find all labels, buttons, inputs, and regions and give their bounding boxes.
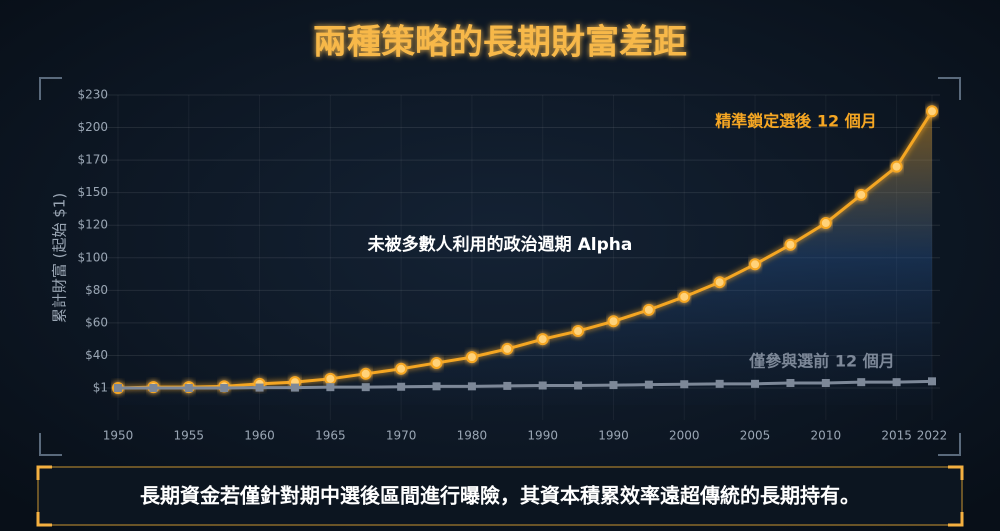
point [536,333,549,346]
point [855,188,868,201]
y-tick-label: $150 [77,185,108,199]
frame-corners [39,77,961,456]
point [751,379,760,388]
point [290,383,299,392]
point [255,383,264,392]
point [465,351,478,364]
x-tick-label: 1955 [174,429,205,443]
y-tick-label: $1 [93,381,108,395]
x-tick-label: 1980 [457,429,488,443]
point [892,378,901,387]
y-tick-label: $60 [85,315,108,329]
point [890,160,903,173]
point [149,384,158,392]
caption-box [37,466,963,526]
x-tick-label: 1990 [527,429,558,443]
point [326,383,335,392]
point [644,380,653,389]
point [503,381,512,390]
point [857,378,866,387]
x-tick-label: 1990 [598,429,629,443]
point [324,372,337,385]
point [574,381,583,390]
point [784,238,797,251]
point [713,276,726,289]
series-label: 僅參與選前 12 個月 [748,352,894,371]
x-tick-label: 2015 [881,429,912,443]
area [118,111,932,406]
point [678,290,691,303]
point [642,303,655,316]
x-tick-label: 2005 [740,429,771,443]
point [395,362,408,375]
x-tick-label: 2000 [669,429,700,443]
series-label: 精準鎖定選後 12 個月 [715,112,876,131]
point [715,379,724,388]
x-tick-label: 1960 [244,429,275,443]
point [680,380,689,389]
point [430,356,443,369]
caption: 長期資金若僅針對期中選後區間進行曝險，其資本積累效率遠超傳統的長期持有。 [140,484,860,508]
annotation: 未被多數人利用的政治週期 Alpha [367,234,633,255]
point [538,381,547,390]
y-tick-label: $200 [77,120,108,134]
x-tick-label: 1970 [386,429,417,443]
y-tick-label: $80 [85,283,108,297]
point [397,382,406,391]
point [572,325,585,338]
y-tick-label: $230 [77,88,108,102]
y-tick-label: $120 [77,218,108,232]
point [821,378,830,387]
x-tick-label: 2022 [917,429,948,443]
point [607,315,620,328]
series-line [118,379,933,390]
point [432,382,441,391]
point [928,377,936,386]
point [361,383,370,392]
point [786,378,795,387]
point [184,384,193,392]
point [501,342,514,355]
x-tick-label: 2010 [811,429,842,443]
x-tick-label: 1965 [315,429,346,443]
x-tick-label: 1950 [103,429,134,443]
point [609,381,618,390]
y-axis-title: 累計財富 (起始 $1) [51,193,69,323]
point [220,384,229,392]
y-tick-label: $100 [77,250,108,264]
point [819,217,832,230]
y-tick-label: $40 [85,348,108,362]
y-tick-label: $170 [77,153,108,167]
point [926,105,938,118]
point [467,382,476,391]
point [114,384,122,392]
point [359,367,372,380]
chart-title: 兩種策略的長期財富差距 [313,23,687,63]
point [749,258,762,271]
caption-corners [36,465,964,527]
